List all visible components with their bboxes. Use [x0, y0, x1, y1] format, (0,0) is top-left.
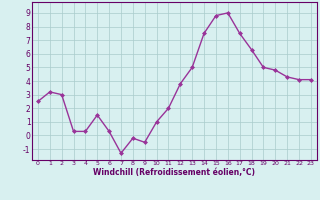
X-axis label: Windchill (Refroidissement éolien,°C): Windchill (Refroidissement éolien,°C)	[93, 168, 255, 177]
